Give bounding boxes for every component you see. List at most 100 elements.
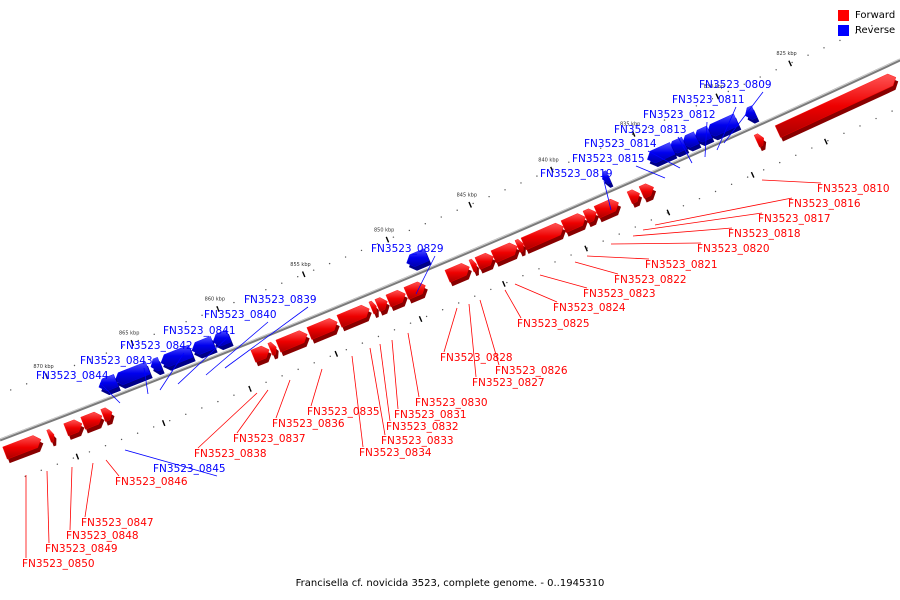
gene-label[interactable]: FN3523_0823	[583, 288, 656, 300]
gene-glyph[interactable]	[406, 248, 432, 271]
gene-label[interactable]: FN3523_0817	[758, 213, 831, 225]
minor-tick	[153, 333, 155, 336]
leader-line	[369, 347, 386, 436]
gene-glyph[interactable]	[368, 300, 379, 319]
gene-label[interactable]: FN3523_0834	[359, 447, 432, 459]
gene-label[interactable]: FN3523_0832	[386, 421, 459, 433]
leader-line	[443, 307, 458, 353]
gene-label[interactable]: FN3523_0812	[643, 109, 716, 121]
gene-arrow	[406, 248, 430, 267]
gene-label[interactable]: FN3523_0822	[614, 274, 687, 286]
leader-line	[197, 392, 258, 449]
gene-label[interactable]: FN3523_0845	[153, 463, 226, 475]
gene-glyph[interactable]	[114, 361, 153, 389]
gene-glyph[interactable]	[374, 297, 390, 316]
gene-label[interactable]: FN3523_0849	[45, 543, 118, 555]
gene-glyph[interactable]	[385, 289, 408, 311]
gene-glyph[interactable]	[490, 242, 520, 267]
gene-label[interactable]: FN3523_0811	[672, 94, 745, 106]
minor-tick	[312, 269, 315, 271]
gene-label[interactable]: FN3523_0814	[584, 138, 657, 150]
scale-tick: 825 kbp	[776, 51, 828, 145]
gene-label[interactable]: FN3523_0850	[22, 558, 95, 570]
gene-label[interactable]: FN3523_0809	[699, 79, 772, 91]
minor-tick	[377, 335, 380, 338]
minor-tick	[281, 375, 283, 377]
gene-glyph[interactable]	[275, 330, 310, 357]
gene-glyph[interactable]	[626, 189, 643, 208]
gene-arrow	[2, 435, 42, 460]
gene-glyph[interactable]	[474, 252, 496, 274]
gene-label[interactable]: FN3523_0825	[517, 318, 590, 330]
gene-glyph[interactable]	[46, 429, 57, 447]
gene-label[interactable]: FN3523_0842	[120, 340, 193, 352]
gene-label[interactable]: FN3523_0838	[194, 448, 267, 460]
leader-line	[46, 470, 50, 544]
gene-label[interactable]: FN3523_0848	[66, 530, 139, 542]
gene-label[interactable]: FN3523_0815	[572, 153, 645, 165]
gene-label[interactable]: FN3523_0837	[233, 433, 306, 445]
gene-glyph[interactable]	[602, 170, 614, 188]
gene-glyph[interactable]	[191, 335, 218, 359]
gene-label[interactable]: FN3523_0841	[163, 325, 236, 337]
gene-glyph[interactable]	[647, 142, 678, 167]
gene-glyph[interactable]	[80, 411, 105, 434]
gene-glyph[interactable]	[682, 131, 702, 152]
gene-arrow	[444, 263, 470, 283]
gene-label[interactable]: FN3523_0818	[728, 228, 801, 240]
gene-glyph[interactable]	[753, 133, 767, 152]
gene-label[interactable]: FN3523_0839	[244, 294, 317, 306]
gene-glyph[interactable]	[582, 208, 599, 228]
gene-glyph[interactable]	[267, 341, 279, 360]
gene-label[interactable]: FN3523_0828	[440, 352, 513, 364]
gene-glyph[interactable]	[63, 419, 85, 440]
gene-label[interactable]: FN3523_0830	[415, 397, 488, 409]
gene-glyph[interactable]	[2, 435, 44, 464]
gene-glyph[interactable]	[694, 125, 715, 147]
gene-glyph[interactable]	[403, 281, 428, 304]
gene-label[interactable]: FN3523_0819	[540, 168, 613, 180]
leader-line	[635, 165, 666, 179]
gene-glyph[interactable]	[669, 136, 690, 158]
minor-tick	[40, 469, 42, 472]
gene-glyph[interactable]	[336, 304, 372, 332]
minor-tick	[552, 168, 554, 170]
gene-label[interactable]: FN3523_0821	[645, 259, 718, 271]
forward-swatch	[838, 10, 849, 21]
gene-glyph[interactable]	[150, 356, 165, 376]
gene-glyph[interactable]	[444, 263, 472, 287]
gene-glyph[interactable]	[707, 113, 742, 141]
minor-tick	[727, 90, 730, 93]
gene-label[interactable]: FN3523_0826	[495, 365, 568, 377]
gene-glyph[interactable]	[250, 345, 272, 367]
gene-label[interactable]: FN3523_0844	[36, 370, 109, 382]
gene-label[interactable]: FN3523_0835	[307, 406, 380, 418]
minor-tick	[795, 154, 797, 157]
gene-glyph[interactable]	[560, 213, 588, 237]
gene-label[interactable]: FN3523_0833	[381, 435, 454, 447]
gene-label[interactable]: FN3523_0820	[697, 243, 770, 255]
gene-label[interactable]: FN3523_0827	[472, 377, 545, 389]
gene-label[interactable]: FN3523_0846	[115, 476, 188, 488]
gene-glyph[interactable]	[638, 183, 657, 203]
gene-glyph[interactable]	[774, 73, 899, 142]
minor-tick	[775, 69, 777, 71]
gene-label[interactable]: FN3523_0843	[80, 355, 153, 367]
scale-tick: 865 kbp	[119, 331, 166, 427]
gene-glyph[interactable]	[745, 105, 760, 124]
gene-label[interactable]: FN3523_0816	[788, 198, 861, 210]
gene-label[interactable]: FN3523_0810	[817, 183, 890, 195]
leader-line	[642, 212, 763, 231]
minor-tick	[682, 205, 685, 207]
gene-label[interactable]: FN3523_0831	[394, 409, 467, 421]
gene-label[interactable]: FN3523_0824	[553, 302, 626, 314]
gene-label[interactable]: FN3523_0813	[614, 124, 687, 136]
gene-label[interactable]: FN3523_0836	[272, 418, 345, 430]
gene-glyph[interactable]	[306, 318, 340, 344]
gene-label[interactable]: FN3523_0847	[81, 517, 154, 529]
gene-glyph[interactable]	[100, 407, 115, 426]
gene-label[interactable]: FN3523_0840	[204, 309, 277, 321]
gene-glyph[interactable]	[468, 258, 479, 277]
gene-label[interactable]: FN3523_0829	[371, 243, 444, 255]
